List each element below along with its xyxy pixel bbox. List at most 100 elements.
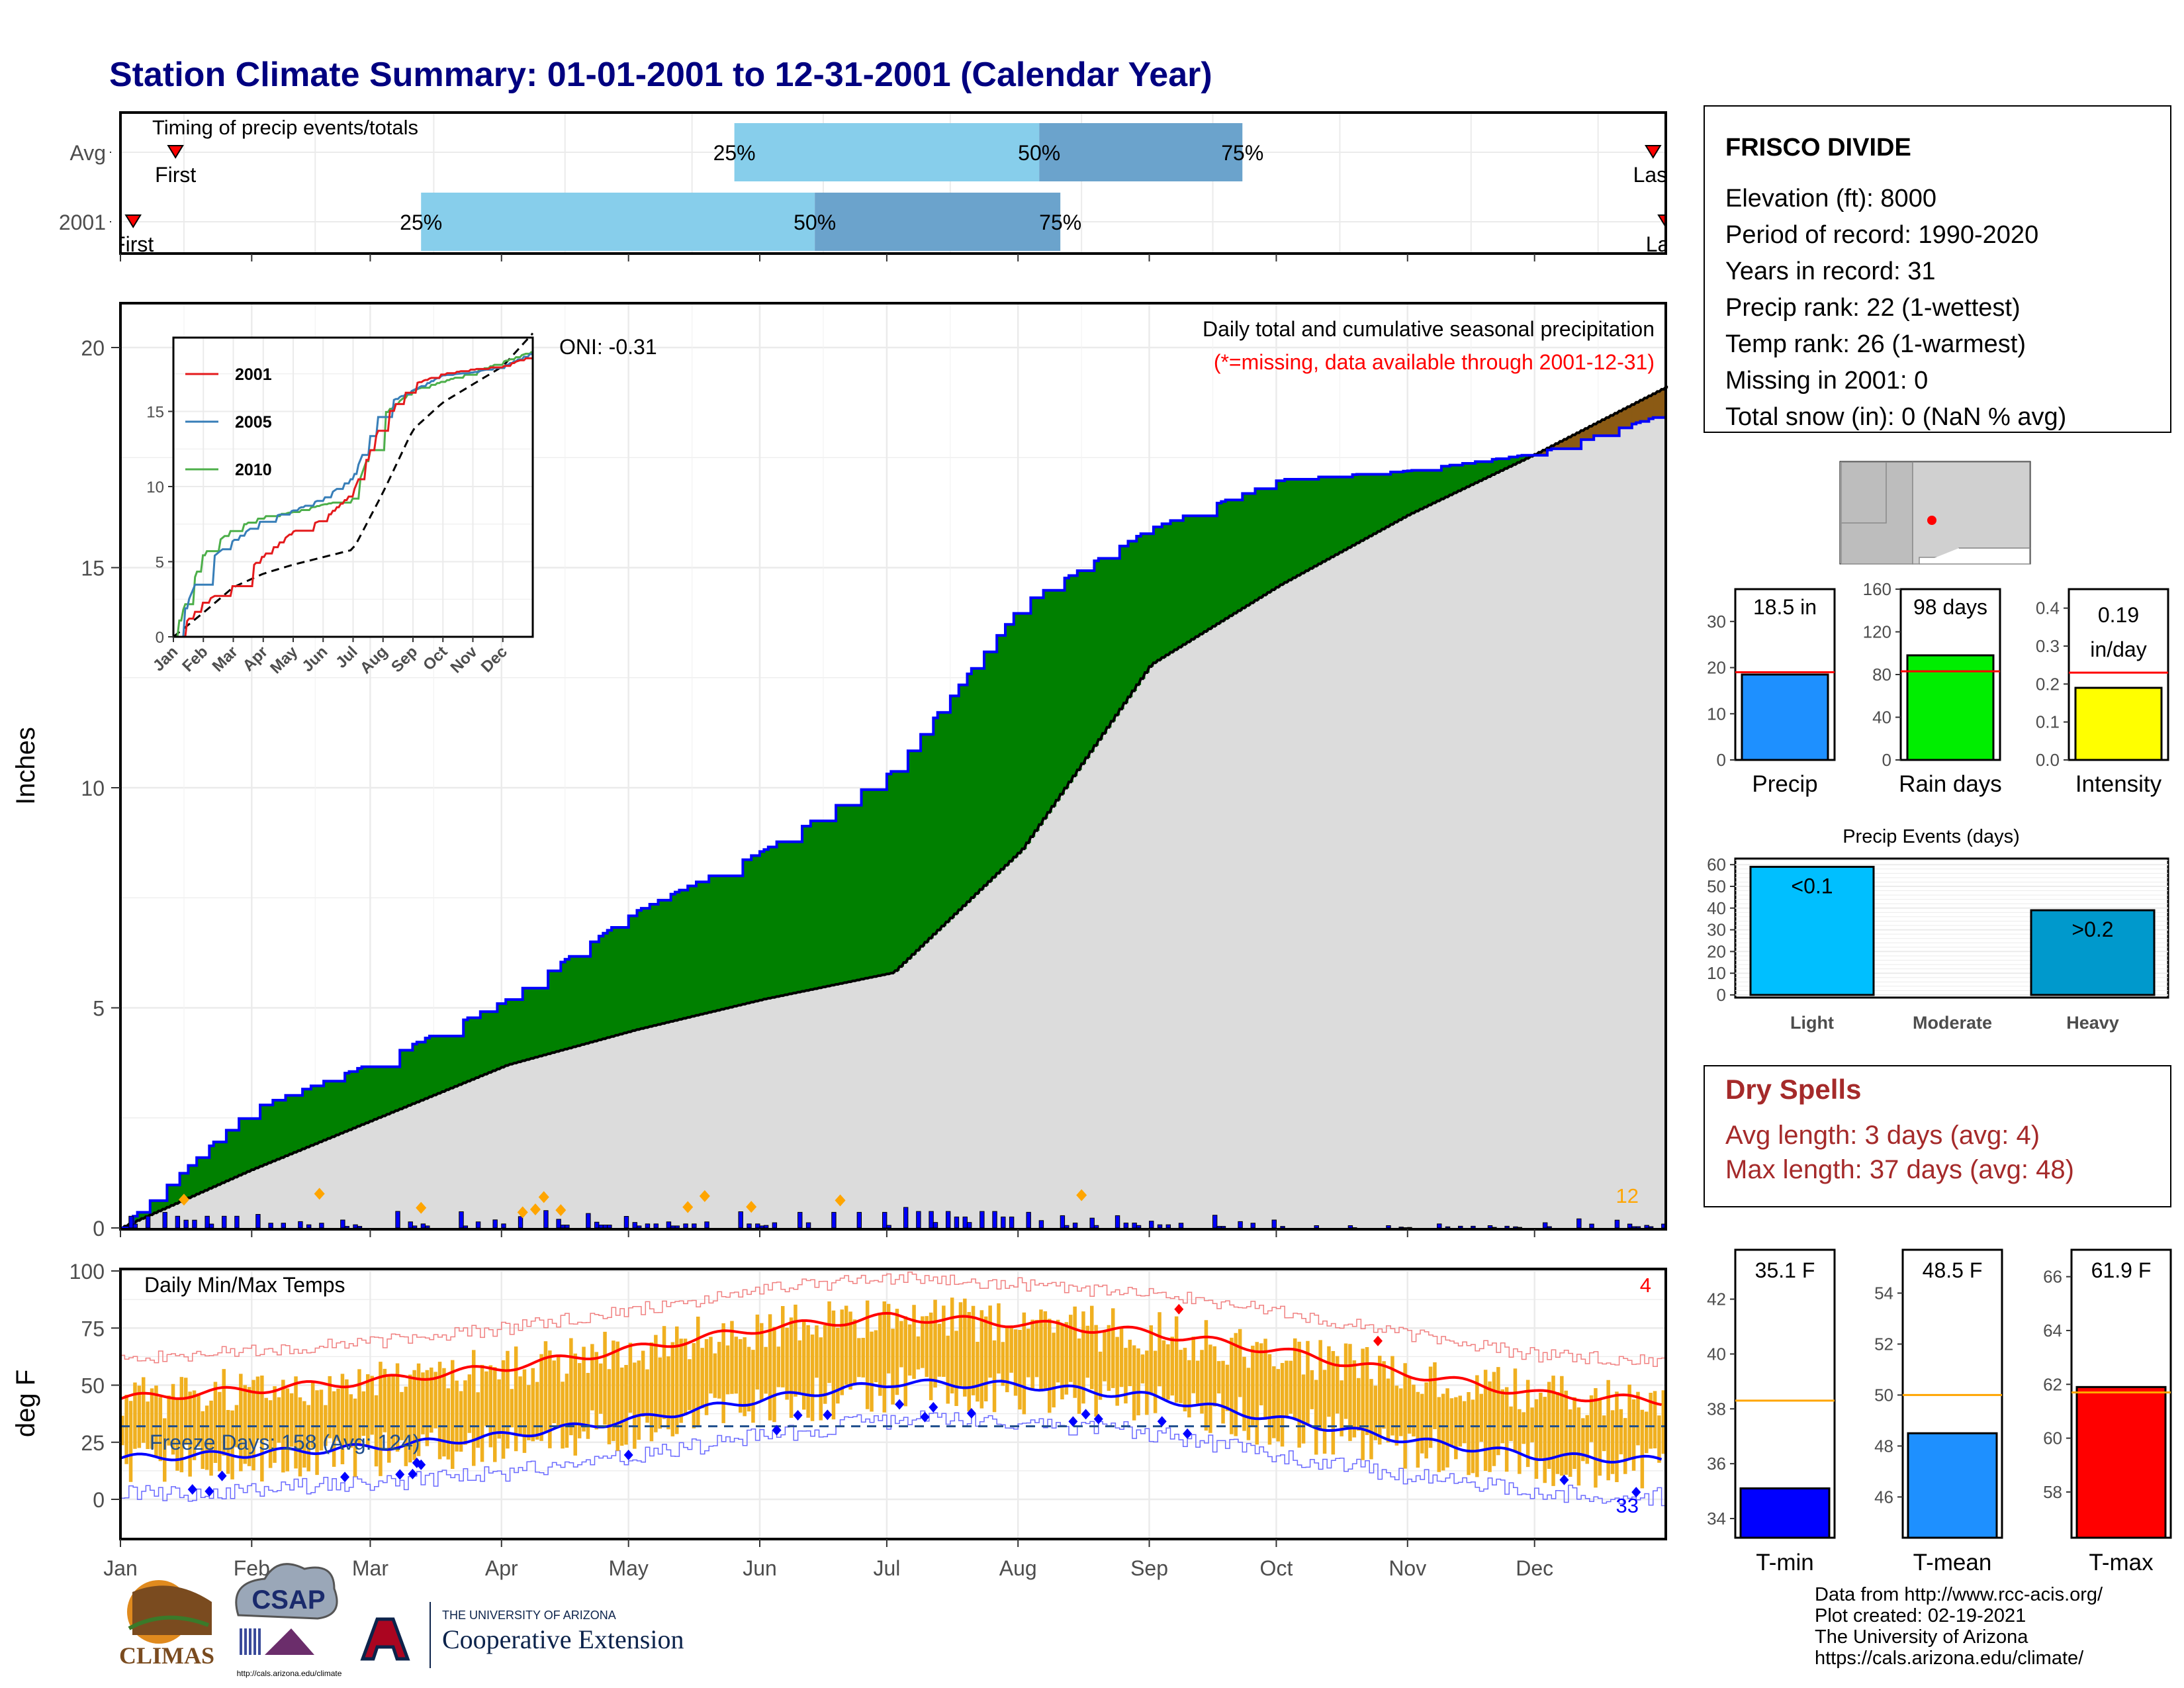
daily-precip-bar — [1064, 1225, 1069, 1229]
heavy-day-marker — [517, 1206, 528, 1219]
dry-spells-title: Dry Spells — [1725, 1074, 1861, 1105]
record-high-marker — [1373, 1335, 1383, 1346]
timing-quantile-label: 75% — [1221, 141, 1263, 165]
daily-precip-bar — [1589, 1223, 1594, 1229]
record-low-marker — [772, 1425, 782, 1436]
footer-credit-line: Plot created: 02-19-2021 — [1815, 1605, 2026, 1626]
temp-summary-ytick-label: 64 — [2043, 1321, 2062, 1340]
observed-cumulative-line — [120, 413, 1667, 1229]
daily-precip-bar — [623, 1216, 629, 1229]
daily-precip-bar — [1314, 1225, 1319, 1229]
temp-summary-t-min: 34 36 38 40 42 35.1 F T-min — [1707, 1248, 1836, 1575]
daily-precip-bar — [1513, 1226, 1518, 1229]
csap-rain-bar — [249, 1628, 251, 1655]
daily-precip-bar — [128, 1215, 134, 1229]
station-info-line: Elevation (ft): 8000 — [1725, 185, 1936, 212]
precip-events-bar-label: <0.1 — [1791, 874, 1833, 898]
daily-precip-bar — [192, 1219, 197, 1229]
summary-ytick-label: 0 — [1717, 750, 1726, 770]
summary-ytick-label: 20 — [1707, 658, 1726, 678]
daily-precip-bar — [598, 1225, 604, 1229]
precip-events-category: Heavy — [2066, 1013, 2119, 1033]
precip-events-bar — [2030, 909, 2156, 996]
daily-precip-bar — [395, 1211, 400, 1229]
record-low-marker — [1093, 1413, 1103, 1425]
station-location-dot — [1927, 516, 1936, 525]
heavy-day-marker — [1076, 1189, 1087, 1201]
daily-precip-bar — [645, 1223, 651, 1229]
summary-bar — [2074, 686, 2163, 761]
daily-precip-bar — [234, 1215, 240, 1229]
avg-min-temp-line — [120, 1378, 1662, 1464]
daily-precip-bar — [1089, 1217, 1095, 1229]
daily-precip-bar — [1038, 1220, 1044, 1229]
daily-precip-bar — [492, 1219, 498, 1229]
csap-mountain — [265, 1628, 314, 1655]
daily-precip-bar — [1445, 1226, 1451, 1229]
daily-precip-bar — [886, 1225, 891, 1229]
daily-precip-bar — [425, 1225, 430, 1229]
csap-logo: CSAP http://cals.arizona.edu/climate — [235, 1563, 342, 1678]
timing-bar-q25-q50 — [734, 123, 1040, 181]
daily-precip-bar — [560, 1225, 566, 1229]
daily-precip-bar — [670, 1225, 676, 1229]
record-low-marker — [1631, 1487, 1641, 1498]
temp-summary-ytick-label: 58 — [2043, 1482, 2062, 1502]
month-label: Oct — [1260, 1556, 1293, 1580]
summary-ytick-label: 0.1 — [2036, 712, 2060, 732]
last-event-marker — [1645, 145, 1662, 159]
summary-value-label: 18.5 in — [1753, 595, 1817, 619]
heavy-day-marker — [835, 1194, 846, 1207]
inset-legend-label: 2001 — [235, 365, 272, 384]
temp-summary-ytick-label: 36 — [1707, 1454, 1726, 1474]
dry-spells-frame — [1704, 1065, 2171, 1207]
daily-precip-bar — [602, 1225, 608, 1229]
freeze-days-label: Freeze Days: 158 (Avg: 124) — [150, 1430, 420, 1454]
daily-precip-bar — [636, 1225, 642, 1229]
record-low-marker — [205, 1485, 214, 1497]
daily-precip-bar — [755, 1223, 760, 1229]
daily-precip-bar — [805, 1222, 811, 1229]
temp-summary-ytick-label: 40 — [1707, 1344, 1726, 1364]
month-label: Apr — [485, 1556, 518, 1580]
daily-precip-bar — [929, 1211, 934, 1229]
daily-precip-bar — [1386, 1225, 1391, 1229]
temp-summary-ytick-label: 62 — [2043, 1374, 2062, 1394]
month-label: May — [608, 1556, 648, 1580]
heavy-day-marker — [699, 1190, 710, 1202]
heavy-day-marker — [682, 1201, 694, 1213]
daily-precip-bar — [162, 1211, 167, 1229]
summary-ytick-label: 40 — [1872, 708, 1891, 727]
summary-bar-name: Intensity — [2075, 771, 2162, 797]
daily-precip-bar — [420, 1223, 426, 1229]
climas-logo: CLIMAS — [119, 1580, 214, 1669]
daily-precip-bar — [666, 1221, 672, 1229]
record-low-marker — [416, 1459, 426, 1470]
daily-precip-bar — [1471, 1225, 1476, 1229]
record-low-line — [120, 1410, 1666, 1507]
ua-block-a — [360, 1617, 410, 1661]
record-low-marker — [408, 1468, 418, 1479]
record-low-marker — [623, 1450, 633, 1461]
month-label: Sep — [1130, 1556, 1168, 1580]
station-info-line: Temp rank: 26 (1-warmest) — [1725, 330, 2026, 358]
map-mexico — [1919, 547, 2030, 565]
timing-row-label: 2001 — [59, 211, 106, 234]
precip-ytick-label: 0 — [93, 1217, 105, 1241]
daily-precip-bar — [183, 1219, 189, 1229]
precip-events-bar-label: >0.2 — [2071, 917, 2113, 941]
daily-precip-bar — [683, 1223, 688, 1229]
daily-precip-bar — [1001, 1216, 1006, 1229]
daily-precip-bar — [1271, 1219, 1277, 1229]
csap-url: http://cals.arizona.edu/climate — [237, 1669, 342, 1678]
record-low-marker — [1157, 1416, 1167, 1427]
daily-precip-bar — [1123, 1223, 1129, 1229]
station-info-line: Missing in 2001: 0 — [1725, 367, 1928, 395]
record-low-marker — [395, 1469, 405, 1480]
ua-coop-extension: Cooperative Extension — [442, 1624, 684, 1654]
daily-precip-bar — [1132, 1223, 1137, 1229]
avg-cumulative-line — [120, 385, 1668, 1229]
temp-ytick-label: 0 — [93, 1488, 105, 1512]
daily-precip-bar — [1178, 1223, 1184, 1229]
daily-precip-bar — [518, 1216, 523, 1229]
